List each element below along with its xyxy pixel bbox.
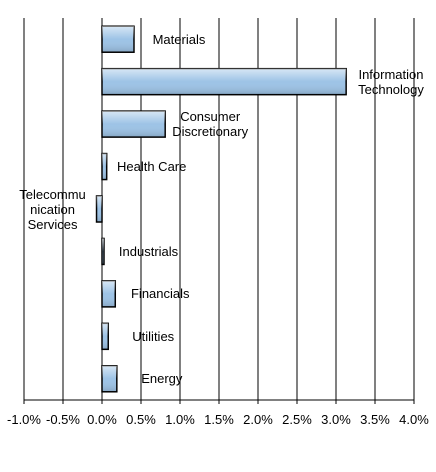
category-label: Telecommunication Services [19, 186, 86, 232]
category-label: Energy [141, 371, 183, 387]
bar-shade [102, 68, 347, 95]
x-tick-label: 1.5% [204, 412, 234, 427]
category-label: Financials [130, 286, 190, 302]
x-tick-label: 4.0% [399, 412, 429, 427]
bar-shade [102, 111, 166, 138]
bar-shade [102, 365, 117, 392]
category-label: Industrials [118, 243, 179, 259]
x-tick-label: 0.5% [126, 412, 156, 427]
x-tick-label: 2.5% [282, 412, 312, 427]
category-label: Information Technology [358, 66, 424, 97]
x-tick-label: 0.0% [87, 412, 117, 427]
category-label: Health Care [116, 159, 187, 175]
category-label: Consumer Discretionary [172, 109, 249, 140]
x-tick-label: 3.5% [360, 412, 390, 427]
x-tick-label: 1.0% [165, 412, 195, 427]
bar-shade [102, 238, 104, 265]
bar-shade [102, 153, 107, 180]
bar-shade [96, 196, 102, 222]
bar-shade [102, 26, 134, 53]
category-label: Utilities [132, 328, 175, 344]
x-tick-label: -0.5% [46, 412, 80, 427]
category-label: Materials [152, 31, 206, 47]
bar-shade [102, 280, 116, 307]
x-tick-label: 2.0% [243, 412, 273, 427]
bar-shade [102, 323, 109, 350]
x-tick-label: 3.0% [321, 412, 351, 427]
x-tick-label: -1.0% [7, 412, 41, 427]
